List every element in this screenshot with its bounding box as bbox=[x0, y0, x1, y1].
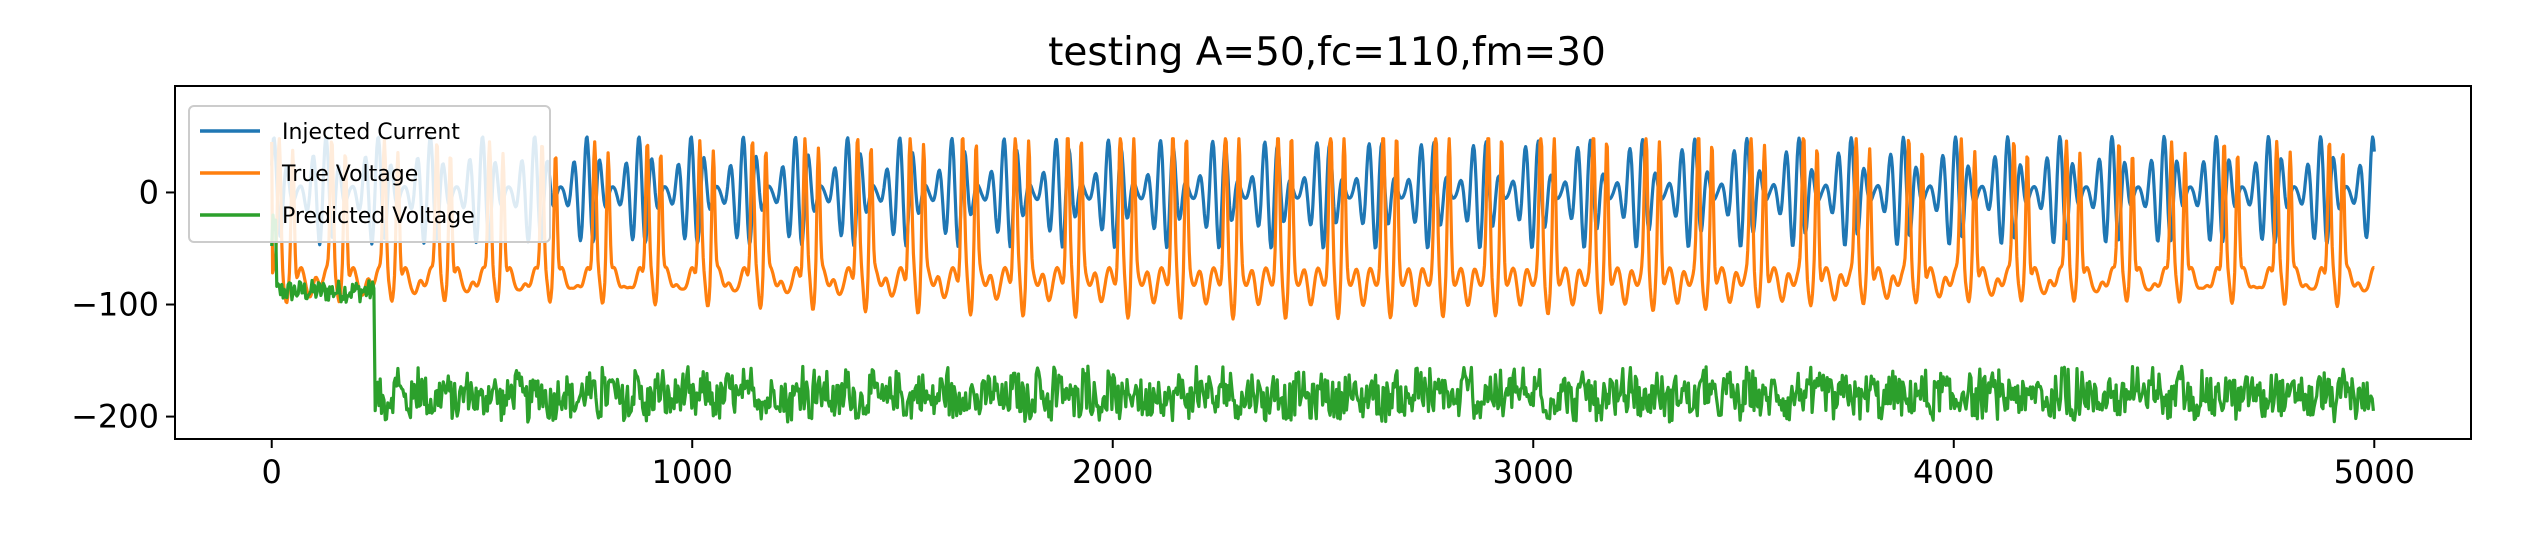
x-tick-label: 5000 bbox=[2334, 453, 2415, 491]
y-tick-label: −200 bbox=[71, 398, 159, 436]
legend: Injected Current True Voltage Predicted Vo… bbox=[188, 105, 551, 243]
plot-lines bbox=[270, 134, 2376, 424]
legend-label: Predicted Voltage bbox=[282, 204, 475, 229]
legend-label: True Voltage bbox=[281, 162, 418, 187]
legend-label: Injected Current bbox=[282, 120, 460, 145]
legend-box bbox=[188, 105, 551, 243]
y-tick-label: 0 bbox=[139, 173, 159, 211]
series-line-predicted-voltage bbox=[270, 213, 2375, 424]
x-tick-label: 3000 bbox=[1493, 453, 1574, 491]
chart-title: testing A=50,fc=110,fm=30 bbox=[1048, 30, 1606, 75]
x-tick-label: 1000 bbox=[652, 453, 733, 491]
series-line-true-voltage bbox=[270, 137, 2375, 321]
x-axis: 0 1000 2000 3000 4000 5000 bbox=[262, 439, 2415, 491]
x-tick-label: 4000 bbox=[1913, 453, 1994, 491]
x-tick-label: 0 bbox=[262, 453, 282, 491]
series-line-injected-current bbox=[270, 134, 2376, 250]
axes-frame bbox=[174, 85, 2472, 440]
y-tick-label: −100 bbox=[71, 286, 159, 324]
y-axis: 0 −100 −200 bbox=[71, 173, 175, 436]
x-tick-label: 2000 bbox=[1072, 453, 1153, 491]
